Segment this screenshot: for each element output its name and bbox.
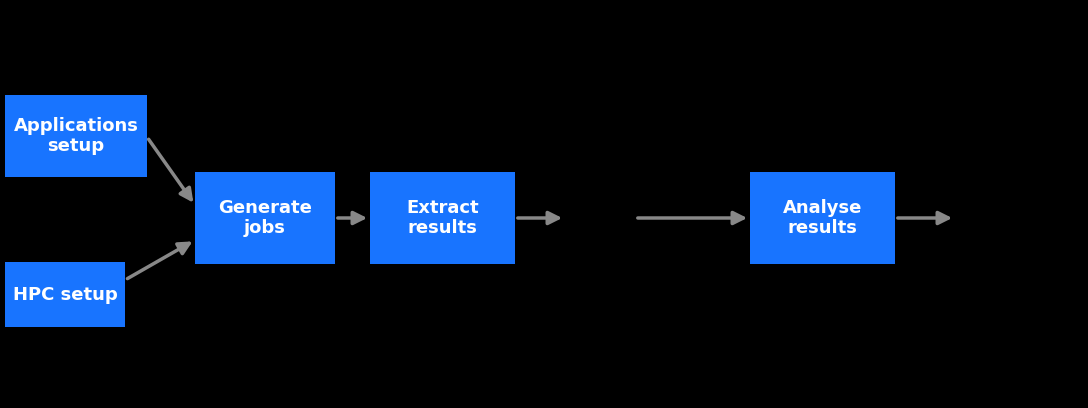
Text: Applications
setup: Applications setup [13,117,138,155]
FancyBboxPatch shape [195,172,335,264]
Text: Generate
jobs: Generate jobs [218,199,312,237]
FancyBboxPatch shape [370,172,515,264]
FancyBboxPatch shape [5,262,125,327]
Text: Extract
results: Extract results [406,199,479,237]
FancyBboxPatch shape [5,95,147,177]
Text: HPC setup: HPC setup [13,286,118,304]
FancyBboxPatch shape [750,172,895,264]
Text: Analyse
results: Analyse results [782,199,862,237]
